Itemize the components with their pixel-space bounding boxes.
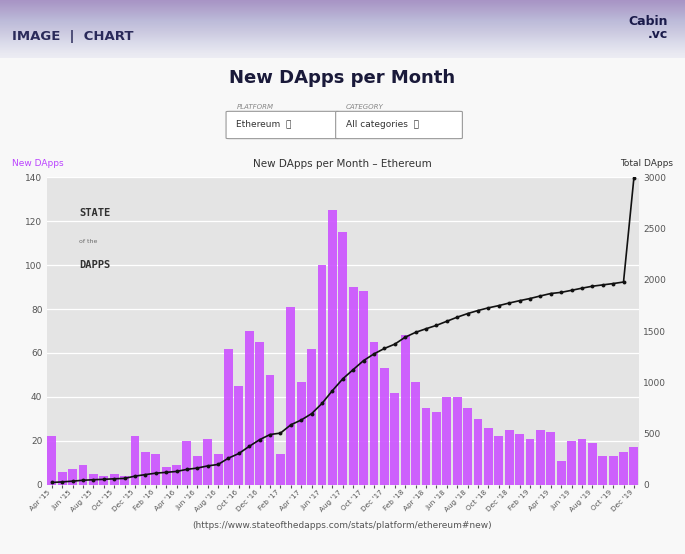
Bar: [588, 443, 597, 485]
Bar: [286, 307, 295, 485]
Bar: [328, 210, 337, 485]
Bar: [245, 331, 253, 485]
Bar: [89, 474, 98, 485]
Bar: [47, 437, 56, 485]
Bar: [411, 382, 420, 485]
FancyBboxPatch shape: [336, 111, 462, 138]
Bar: [463, 408, 472, 485]
Bar: [79, 465, 88, 485]
Bar: [308, 348, 316, 485]
Bar: [99, 476, 108, 485]
Bar: [338, 232, 347, 485]
Text: New DApps per Month: New DApps per Month: [229, 69, 456, 87]
Bar: [619, 452, 628, 485]
Bar: [151, 454, 160, 485]
Bar: [349, 287, 358, 485]
Bar: [359, 291, 368, 485]
Bar: [401, 335, 410, 485]
Bar: [266, 375, 275, 485]
Text: New DApps: New DApps: [12, 160, 64, 168]
Bar: [131, 437, 139, 485]
Bar: [484, 428, 493, 485]
Bar: [203, 439, 212, 485]
Bar: [234, 386, 243, 485]
FancyBboxPatch shape: [226, 111, 339, 138]
Text: IMAGE  |  CHART: IMAGE | CHART: [12, 29, 134, 43]
Bar: [443, 397, 451, 485]
Text: Ethereum  ⌵: Ethereum ⌵: [236, 120, 292, 129]
Bar: [162, 467, 171, 485]
Bar: [68, 469, 77, 485]
Bar: [567, 441, 576, 485]
Bar: [557, 460, 566, 485]
Bar: [630, 448, 638, 485]
Bar: [598, 456, 607, 485]
Bar: [172, 465, 181, 485]
Text: of the: of the: [79, 239, 97, 244]
Bar: [276, 454, 285, 485]
Bar: [453, 397, 462, 485]
Bar: [256, 342, 264, 485]
Bar: [547, 432, 555, 485]
Bar: [141, 452, 150, 485]
Bar: [473, 419, 482, 485]
Bar: [390, 392, 399, 485]
Bar: [224, 348, 233, 485]
Bar: [515, 434, 524, 485]
Text: Cabin
.vc: Cabin .vc: [628, 15, 668, 41]
Bar: [432, 412, 441, 485]
Text: CATEGORY: CATEGORY: [346, 104, 384, 110]
Bar: [505, 430, 514, 485]
Bar: [182, 441, 191, 485]
Text: All categories  ⌵: All categories ⌵: [346, 120, 419, 129]
Bar: [577, 439, 586, 485]
Bar: [297, 382, 306, 485]
Bar: [214, 454, 223, 485]
Bar: [495, 437, 503, 485]
Text: (https://www.stateofthedapps.com/stats/platform/ethereum#new): (https://www.stateofthedapps.com/stats/p…: [192, 521, 493, 530]
Bar: [380, 368, 389, 485]
Text: PLATFORM: PLATFORM: [236, 104, 273, 110]
Bar: [421, 408, 430, 485]
Bar: [120, 476, 129, 485]
Bar: [193, 456, 201, 485]
Text: Total DApps: Total DApps: [620, 160, 673, 168]
Text: DAPPS: DAPPS: [79, 260, 110, 270]
Bar: [110, 474, 119, 485]
Text: New DApps per Month – Ethereum: New DApps per Month – Ethereum: [253, 159, 432, 169]
Bar: [370, 342, 378, 485]
Text: STATE: STATE: [79, 208, 110, 218]
Bar: [525, 439, 534, 485]
Bar: [609, 456, 618, 485]
Bar: [58, 471, 66, 485]
Bar: [536, 430, 545, 485]
Bar: [318, 265, 327, 485]
